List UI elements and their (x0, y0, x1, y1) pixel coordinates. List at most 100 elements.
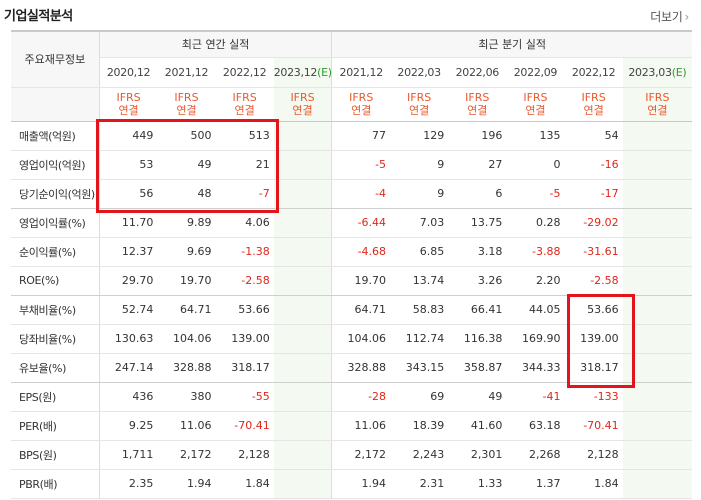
value-cell: 2,268 (506, 440, 565, 470)
basis-header: IFRS 연결 (564, 87, 623, 122)
value-cell: 1,711 (98, 440, 158, 470)
basis-header: IFRS 연결 (622, 87, 692, 122)
value-cell (622, 324, 692, 354)
value-cell: 49 (157, 150, 216, 180)
value-cell: 2,172 (331, 440, 391, 470)
value-cell: 6.85 (390, 237, 449, 267)
value-cell (273, 121, 332, 151)
value-cell (273, 353, 332, 383)
value-cell: 27 (448, 150, 507, 180)
value-cell: 2.35 (98, 469, 158, 499)
value-cell: 13.74 (390, 266, 449, 296)
period-header: 2023,12(E) (273, 57, 332, 88)
value-cell: 3.18 (448, 237, 507, 267)
value-cell: 19.70 (157, 266, 216, 296)
value-cell: 129 (390, 121, 449, 151)
table-row: BPS(원) 1,711 2,172 2,128 2,172 2,243 2,301 2,26… (11, 440, 692, 470)
value-cell: 44.05 (506, 295, 565, 325)
annual-group-header: 최근 연간 실적 (98, 30, 332, 58)
value-cell: 513 (215, 121, 274, 151)
basis-header: IFRS 연결 (448, 87, 507, 122)
basis-header: IFRS 연결 (98, 87, 158, 122)
table-row: PER(배) 9.25 11.06 -70.41 11.06 18.39 41.60 63.1… (11, 411, 692, 441)
value-cell: 11.70 (98, 208, 158, 238)
value-cell: -4.68 (331, 237, 391, 267)
table-row: 부채비율(%) 52.74 64.71 53.66 64.71 58.83 66.41 44.… (11, 295, 692, 325)
value-cell: -3.88 (506, 237, 565, 267)
row-label: 당좌비율(%) (11, 324, 100, 354)
period-header: 2022,03 (390, 57, 449, 88)
value-cell: -4 (331, 179, 391, 209)
value-cell (622, 237, 692, 267)
value-cell: 11.06 (157, 411, 216, 441)
value-cell: 64.71 (157, 295, 216, 325)
value-cell: 500 (157, 121, 216, 151)
value-cell (273, 324, 332, 354)
value-cell (622, 440, 692, 470)
value-cell: 9.69 (157, 237, 216, 267)
value-cell (622, 179, 692, 209)
table-row: 순이익률(%) 12.37 9.69 -1.38 -4.68 6.85 3.18 -3.88-… (11, 237, 692, 267)
value-cell: 343.15 (390, 353, 449, 383)
basis-header: IFRS 연결 (157, 87, 216, 122)
value-cell: 1.33 (448, 469, 507, 499)
value-cell: -5 (506, 179, 565, 209)
value-cell: 69 (390, 382, 449, 412)
value-cell: 1.94 (331, 469, 391, 499)
value-cell: -41 (506, 382, 565, 412)
value-cell (622, 353, 692, 383)
table-row: EPS(원) 436 380 -55 -28 69 49 -41 -133 (11, 382, 692, 412)
value-cell: 41.60 (448, 411, 507, 441)
value-cell (273, 179, 332, 209)
value-cell (622, 469, 692, 499)
more-label: 더보기 (650, 10, 683, 24)
value-cell: -31.61 (564, 237, 623, 267)
value-cell: -16 (564, 150, 623, 180)
value-cell: 2.31 (390, 469, 449, 499)
basis-header-blank (11, 87, 100, 122)
value-cell (622, 208, 692, 238)
value-cell: 318.17 (215, 353, 274, 383)
value-cell: 436 (98, 382, 158, 412)
value-cell: 358.87 (448, 353, 507, 383)
row-label: 매출액(억원) (11, 121, 100, 151)
value-cell: 104.06 (331, 324, 391, 354)
value-cell: 3.26 (448, 266, 507, 296)
value-cell: 380 (157, 382, 216, 412)
basis-header: IFRS 연결 (506, 87, 565, 122)
value-cell: 196 (448, 121, 507, 151)
value-cell (622, 382, 692, 412)
row-label: ROE(%) (11, 266, 100, 296)
row-label: BPS(원) (11, 440, 100, 470)
value-cell: 135 (506, 121, 565, 151)
value-cell: -2.58 (564, 266, 623, 296)
value-cell (273, 469, 332, 499)
value-cell (273, 237, 332, 267)
table-row: 영업이익률(%) 11.70 9.89 4.06 -6.44 7.03 13.75 0.28-… (11, 208, 692, 238)
value-cell: -2.58 (215, 266, 274, 296)
value-cell: 12.37 (98, 237, 158, 267)
period-header: 2021,12 (157, 57, 216, 88)
row-label: 부채비율(%) (11, 295, 100, 325)
value-cell: 318.17 (564, 353, 623, 383)
value-cell: 11.06 (331, 411, 391, 441)
table-row: 유보율(%) 247.14 328.88 318.17 328.88 343.15 358.… (11, 353, 692, 383)
row-label: PBR(배) (11, 469, 100, 499)
value-cell: 9.25 (98, 411, 158, 441)
value-cell: -70.41 (215, 411, 274, 441)
table-row: PBR(배) 2.35 1.94 1.84 1.94 2.31 1.33 1.37 1.84 (11, 469, 692, 499)
value-cell: 53 (98, 150, 158, 180)
section-title: 기업실적분석 (4, 9, 73, 24)
value-cell: 344.33 (506, 353, 565, 383)
period-header: 2022,06 (448, 57, 507, 88)
row-label: 영업이익률(%) (11, 208, 100, 238)
value-cell: 48 (157, 179, 216, 209)
row-label: 영업이익(억원) (11, 150, 100, 180)
more-link[interactable]: 더보기 › (650, 8, 689, 25)
value-cell: 13.75 (448, 208, 507, 238)
value-cell (273, 208, 332, 238)
value-cell: 77 (331, 121, 391, 151)
period-header: 2022,12 (564, 57, 623, 88)
value-cell: 58.83 (390, 295, 449, 325)
value-cell: 169.90 (506, 324, 565, 354)
